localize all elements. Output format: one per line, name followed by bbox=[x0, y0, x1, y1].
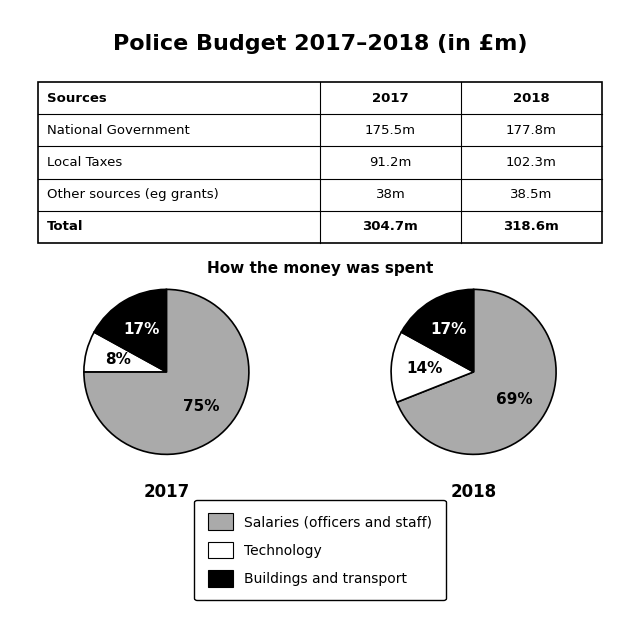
Text: How the money was spent: How the money was spent bbox=[207, 261, 433, 276]
Legend: Salaries (officers and staff), Technology, Buildings and transport: Salaries (officers and staff), Technolog… bbox=[194, 499, 446, 601]
Text: Total: Total bbox=[47, 221, 83, 233]
Text: 75%: 75% bbox=[183, 399, 220, 414]
Text: 318.6m: 318.6m bbox=[503, 221, 559, 233]
Text: 175.5m: 175.5m bbox=[365, 124, 416, 137]
Text: Other sources (eg grants): Other sources (eg grants) bbox=[47, 188, 219, 201]
Text: Police Budget 2017–2018 (in £m): Police Budget 2017–2018 (in £m) bbox=[113, 34, 527, 54]
X-axis label: 2018: 2018 bbox=[451, 483, 497, 501]
Text: 8%: 8% bbox=[106, 352, 131, 367]
Text: 17%: 17% bbox=[430, 322, 467, 337]
Text: 304.7m: 304.7m bbox=[362, 221, 419, 233]
Wedge shape bbox=[397, 289, 556, 454]
Wedge shape bbox=[84, 289, 249, 454]
Text: 38.5m: 38.5m bbox=[510, 188, 552, 201]
Text: Sources: Sources bbox=[47, 92, 107, 104]
Text: 177.8m: 177.8m bbox=[506, 124, 557, 137]
Text: 14%: 14% bbox=[406, 361, 442, 376]
Text: 69%: 69% bbox=[496, 392, 533, 408]
Wedge shape bbox=[84, 332, 166, 372]
Text: 17%: 17% bbox=[123, 322, 159, 337]
Bar bbox=[38, 82, 602, 243]
Text: 2018: 2018 bbox=[513, 92, 550, 104]
Text: 91.2m: 91.2m bbox=[369, 156, 412, 169]
Wedge shape bbox=[94, 289, 166, 372]
Wedge shape bbox=[401, 289, 474, 372]
Text: 38m: 38m bbox=[376, 188, 405, 201]
Text: 2017: 2017 bbox=[372, 92, 409, 104]
Wedge shape bbox=[391, 332, 474, 402]
Text: 102.3m: 102.3m bbox=[506, 156, 557, 169]
Text: Local Taxes: Local Taxes bbox=[47, 156, 122, 169]
Text: National Government: National Government bbox=[47, 124, 189, 137]
X-axis label: 2017: 2017 bbox=[143, 483, 189, 501]
